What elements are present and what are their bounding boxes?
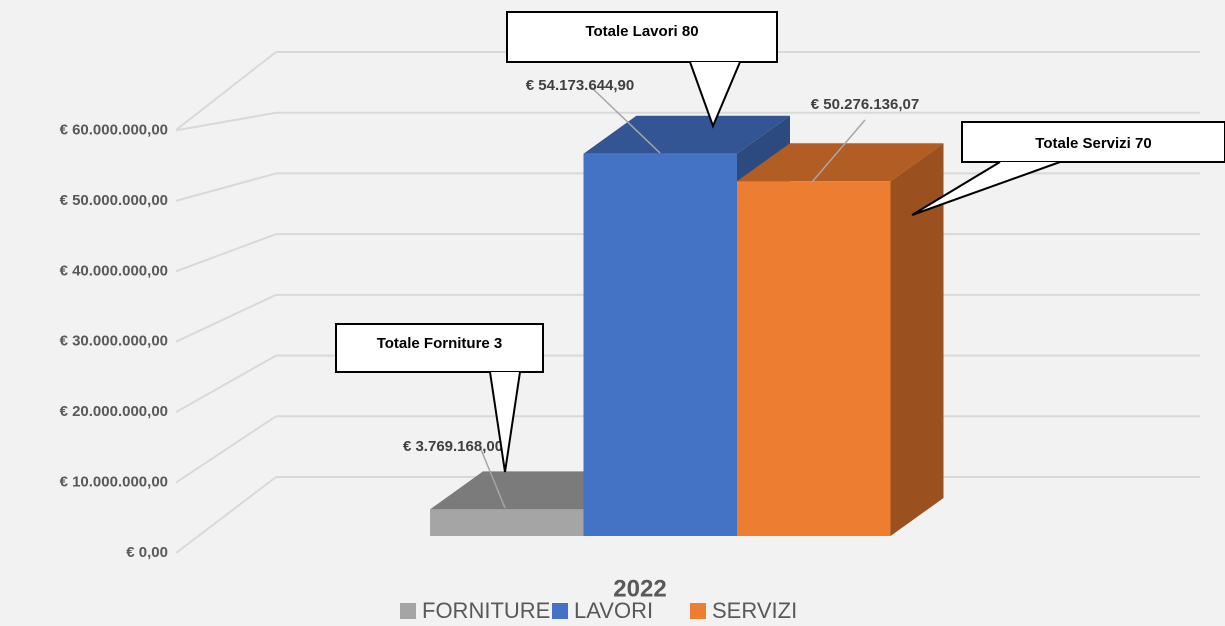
x-tick-label: 2022 bbox=[613, 575, 666, 602]
leader-line bbox=[811, 119, 866, 183]
legend-label: SERVIZI bbox=[712, 598, 797, 623]
value-label: € 3.769.168,00 bbox=[403, 438, 503, 455]
legend-label: FORNITURE bbox=[422, 598, 550, 623]
y-tick-label: € 30.000.000,00 bbox=[60, 333, 168, 350]
bar bbox=[737, 181, 891, 536]
callout-text: Totale Servizi 70 bbox=[1035, 135, 1151, 152]
leader-line bbox=[479, 446, 506, 509]
bar-top bbox=[583, 115, 790, 154]
callout: Totale Lavori 80 bbox=[506, 11, 778, 129]
frame-edge bbox=[175, 51, 277, 131]
y-tick-label: € 20.000.000,00 bbox=[60, 403, 168, 420]
y-tick-label: € 50.000.000,00 bbox=[60, 192, 168, 209]
y-tick-label: € 40.000.000,00 bbox=[60, 262, 168, 279]
grid-line-side bbox=[175, 415, 277, 484]
leader-line bbox=[589, 85, 661, 154]
bar-side bbox=[890, 143, 944, 536]
value-label: € 50.276.136,07 bbox=[811, 96, 919, 113]
callout-box bbox=[961, 121, 1225, 163]
y-tick-label: € 0,00 bbox=[126, 544, 168, 561]
legend-label: LAVORI bbox=[574, 598, 653, 623]
y-tick-label: € 60.000.000,00 bbox=[60, 121, 168, 138]
legend-swatch bbox=[552, 603, 568, 619]
callout-box bbox=[335, 323, 544, 373]
bar bbox=[430, 509, 584, 536]
grid-line-side bbox=[175, 233, 277, 273]
legend-swatch bbox=[400, 603, 416, 619]
grid-line-side bbox=[175, 354, 277, 414]
legend-swatch bbox=[690, 603, 706, 619]
grid-line-side bbox=[175, 172, 277, 202]
callout-pointer bbox=[689, 61, 741, 129]
callout: Totale Forniture 3 bbox=[335, 323, 544, 473]
value-label: € 54.173.644,90 bbox=[526, 77, 634, 94]
callout-text: Totale Forniture 3 bbox=[377, 335, 503, 352]
callout-box bbox=[506, 11, 778, 63]
callout-pointer bbox=[489, 371, 521, 473]
callout-pointer bbox=[911, 161, 1061, 216]
bar bbox=[583, 153, 737, 536]
grid-line-side bbox=[175, 111, 277, 132]
y-tick-label: € 10.000.000,00 bbox=[60, 474, 168, 491]
callout: Totale Servizi 70 bbox=[911, 121, 1225, 216]
bar-top bbox=[737, 143, 944, 182]
grid-line-side bbox=[175, 476, 277, 554]
callout-text: Totale Lavori 80 bbox=[585, 23, 698, 40]
grid-line-side bbox=[175, 293, 277, 343]
